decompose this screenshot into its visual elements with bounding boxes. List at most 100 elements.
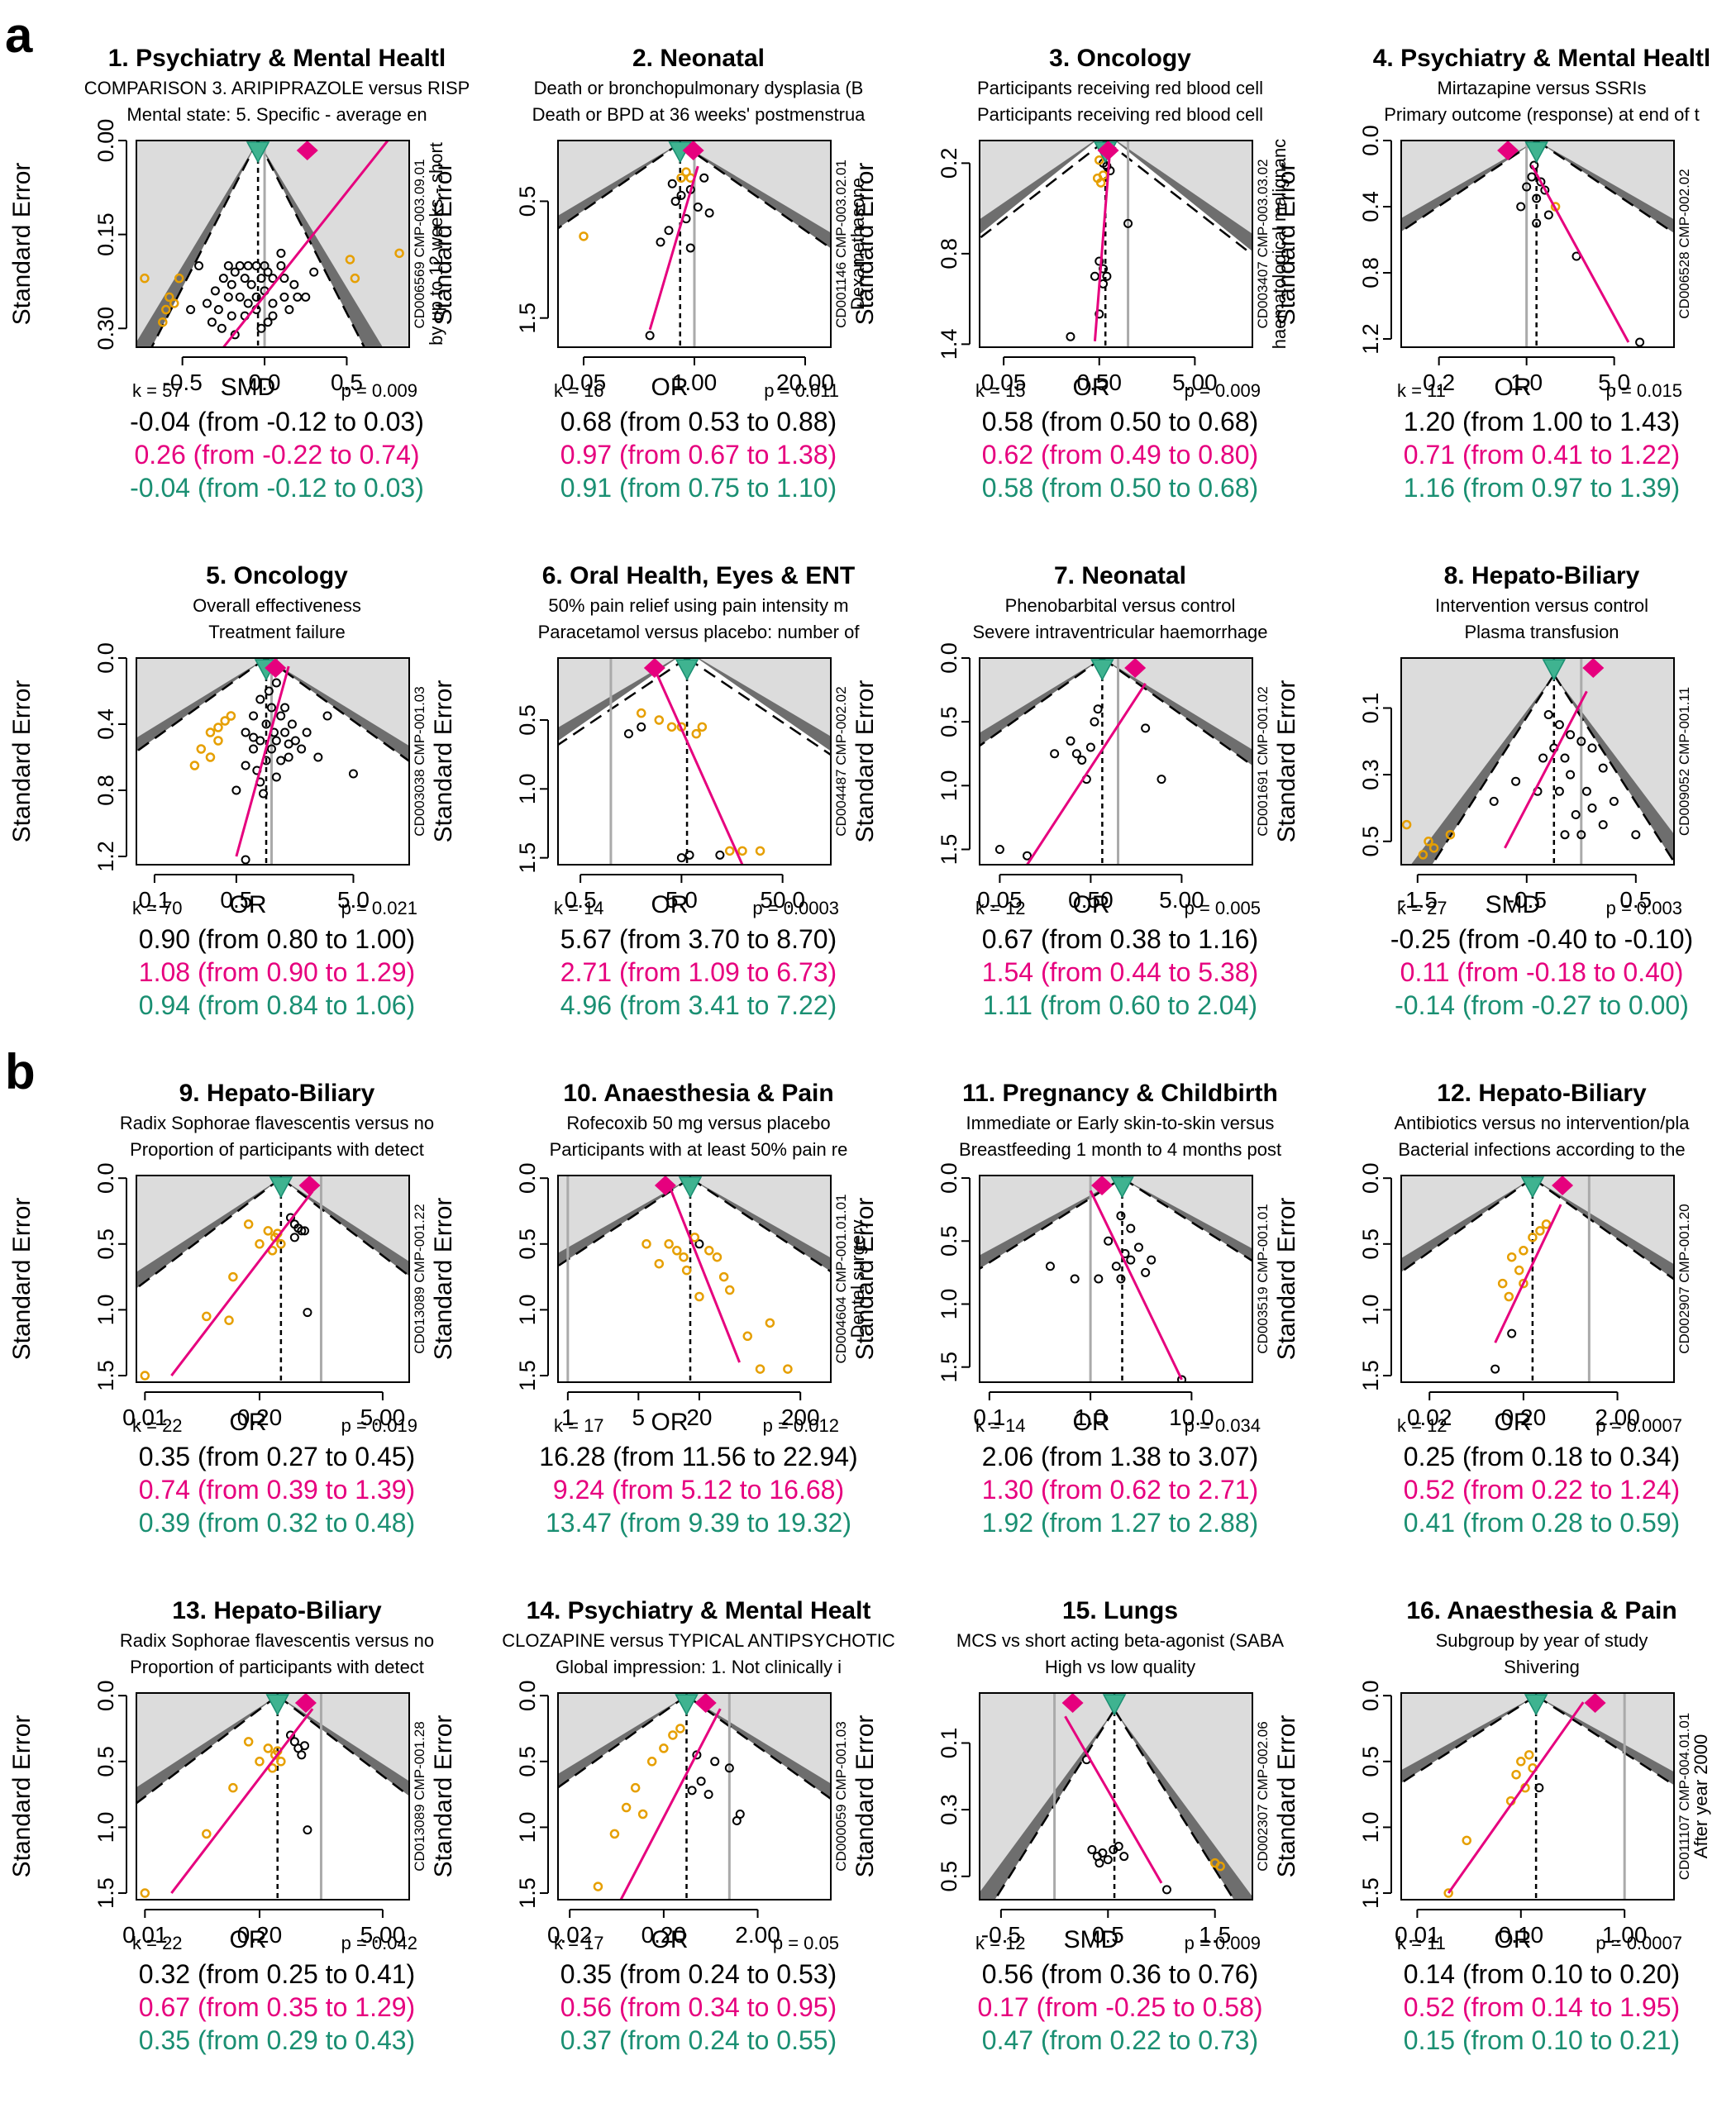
study-point: [300, 1741, 310, 1751]
subgroup-label: Dexamethasone: [847, 178, 868, 310]
study-point: [280, 727, 290, 737]
panel-title: 6. Oral Health, Eyes & ENT: [542, 562, 855, 589]
p-value-label: p = 0.021: [341, 898, 417, 918]
k-label: k = 17: [554, 1933, 604, 1953]
estimate-adjusted: 2.71 (from 1.09 to 6.73): [560, 957, 837, 987]
study-point: [303, 1825, 312, 1835]
panel-label-b: b: [5, 1044, 36, 1099]
study-point: [276, 756, 286, 765]
estimate-trimfill: 1.92 (from 1.27 to 2.88): [982, 1508, 1258, 1538]
subgroup-label: haematological malignanc: [1269, 139, 1290, 349]
pink-estimate-marker: [1091, 1176, 1114, 1195]
y-tick-label: 1.2: [1358, 323, 1383, 355]
x-tick-label: 20.00: [776, 370, 834, 395]
study-point: [1598, 763, 1608, 773]
plot-frame: [136, 657, 410, 866]
estimate-trimfill: 0.58 (from 0.50 to 0.68): [982, 473, 1258, 503]
estimate-original: 0.56 (from 0.36 to 0.76): [982, 1959, 1258, 1989]
imputed-study-point: [718, 1271, 729, 1282]
review-id-label: CD001146 CMP-003.02.01: [833, 160, 849, 328]
imputed-study-point: [202, 1311, 212, 1322]
study-point: [694, 1239, 704, 1249]
x-tick-label: 0.05: [981, 370, 1027, 395]
imputed-study-point: [228, 1271, 238, 1282]
imputed-study-point: [672, 1246, 682, 1256]
panel-subtitle: Overall effectiveness: [193, 595, 361, 616]
pink-estimate-marker: [1497, 141, 1519, 160]
y-tick-label: 0.15: [93, 212, 118, 256]
y-tick-label: 0.2: [937, 148, 961, 179]
funnel-line: [1104, 141, 1252, 256]
study-point: [1094, 1274, 1104, 1284]
non-significance-region: [1401, 1695, 1674, 1900]
imputed-study-point: [394, 248, 404, 259]
imputed-study-point: [213, 736, 223, 746]
pink-estimate-marker: [1061, 1693, 1084, 1713]
estimate-original: 5.67 (from 3.70 to 8.70): [560, 924, 837, 954]
pink-estimate-marker: [682, 141, 704, 160]
study-point: [297, 1750, 307, 1760]
imputed-study-point: [1095, 155, 1104, 165]
panel-subtitle: Death or bronchopulmonary dysplasia (B: [534, 78, 864, 98]
y-tick-label: 1.5: [515, 842, 540, 874]
y-tick-label: 1.0: [93, 1295, 118, 1326]
panel-title: 10. Anaesthesia & Pain: [563, 1080, 833, 1107]
panel-title: 9. Hepato-Biliary: [179, 1080, 375, 1107]
funnel-panel-11: 11. Pregnancy & Childbirth Immediate or E…: [851, 1080, 1281, 1538]
x-tick-label: 5.0: [1598, 370, 1630, 395]
x-axis-label: OR: [1073, 891, 1110, 918]
study-point: [276, 261, 286, 271]
study-point: [1095, 309, 1104, 319]
estimate-adjusted: 0.97 (from 0.67 to 1.38): [560, 440, 837, 470]
study-point: [1571, 810, 1581, 820]
imputed-study-point: [1541, 1219, 1552, 1229]
estimate-original: -0.04 (from -0.12 to 0.03): [130, 407, 424, 436]
x-tick-label: 1.00: [672, 370, 718, 395]
funnel-panel-3: 3. Oncology Participants receiving red bl…: [851, 45, 1290, 503]
x-tick-label: 0.20: [237, 1922, 283, 1948]
imputed-study-point: [755, 846, 765, 856]
study-point: [246, 279, 256, 289]
imputed-study-point: [169, 298, 179, 308]
y-tick-label: 0.30: [93, 307, 118, 351]
imputed-study-point: [205, 727, 216, 737]
study-point: [276, 711, 286, 721]
y-tick-label: 0.5: [93, 1228, 118, 1260]
pink-estimate-marker: [1097, 141, 1119, 160]
regression-line: [619, 1708, 722, 1900]
k-label: k = 12: [975, 1933, 1026, 1953]
imputed-study-point: [1497, 1278, 1508, 1289]
y-tick-label: 0.0: [1358, 1680, 1383, 1711]
study-point: [1077, 755, 1087, 765]
x-tick-label: 1.0: [1510, 370, 1543, 395]
imputed-study-point: [196, 744, 207, 754]
x-tick-label: 2.00: [1595, 1405, 1640, 1430]
x-tick-label: 0.5: [220, 887, 252, 913]
y-tick-label: 0.5: [1358, 1746, 1383, 1777]
study-point: [1147, 1255, 1157, 1265]
study-point: [994, 844, 1004, 854]
imputed-study-point: [350, 273, 360, 284]
study-point: [645, 331, 655, 341]
study-point: [670, 196, 680, 206]
study-point: [684, 850, 694, 860]
study-point: [1522, 182, 1532, 192]
p-value-label: p = 0.019: [341, 1415, 417, 1436]
imputed-study-point: [243, 1737, 254, 1747]
imputed-study-point: [675, 1724, 685, 1734]
p-value-label: p = 0.034: [1185, 1415, 1261, 1436]
study-point: [1066, 331, 1075, 341]
study-point: [1116, 1274, 1126, 1284]
study-point: [313, 752, 323, 762]
x-tick-label: 1.0: [1075, 1405, 1107, 1430]
imputed-study-point: [676, 173, 686, 183]
imputed-study-point: [609, 1829, 620, 1839]
panel-subtitle: Antibiotics versus no intervention/pla: [1394, 1113, 1690, 1133]
study-point: [259, 789, 269, 799]
y-tick-label: 1.0: [1358, 1812, 1383, 1843]
x-tick-label: 2.00: [735, 1922, 780, 1948]
study-point: [284, 305, 294, 315]
x-tick-label: 5: [632, 1405, 646, 1430]
k-label: k = 12: [1397, 1415, 1447, 1436]
